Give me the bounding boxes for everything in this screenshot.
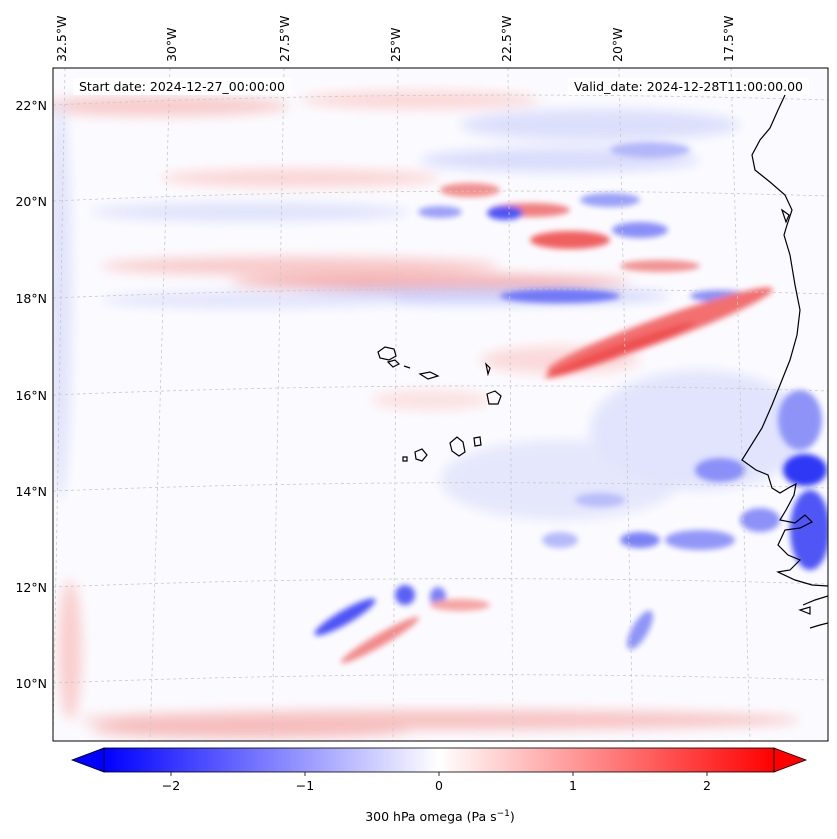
lat-label: 14°N	[15, 484, 47, 499]
colorbar-tick-label: −1	[296, 778, 314, 793]
latitude-labels: 22°N 20°N 18°N 16°N 14°N 12°N 10°N	[15, 98, 47, 691]
valid-date-label: Valid_date: 2024-12-28T11:00:00.00	[567, 78, 809, 95]
colorbar-tick-label: 2	[703, 778, 711, 793]
colorbar-extend-low	[70, 747, 105, 773]
lon-label: 20°W	[610, 27, 625, 62]
lat-label: 20°N	[15, 194, 47, 209]
colorbar-label: 300 hPa omega (Pa s−1)	[365, 809, 515, 824]
colorbar-tick-label: −2	[162, 778, 180, 793]
lat-label: 10°N	[15, 676, 47, 691]
colorbar-tick-label: 1	[569, 778, 577, 793]
lat-label: 18°N	[15, 291, 47, 306]
gridlines	[53, 68, 828, 741]
map-frame	[52, 67, 829, 742]
coastline	[741, 94, 828, 629]
colorbar-extend-high	[773, 747, 808, 773]
lon-label: 32.5°W	[54, 16, 69, 62]
lon-label: 22.5°W	[499, 16, 514, 62]
colorbar-tick-label: 0	[435, 778, 443, 793]
lon-label: 30°W	[164, 27, 179, 62]
lon-label: 27.5°W	[277, 16, 292, 62]
longitude-labels: 32.5°W 30°W 27.5°W 25°W 22.5°W 20°W 17.5…	[54, 16, 736, 62]
lat-label: 12°N	[15, 580, 47, 595]
lon-label: 17.5°W	[721, 16, 736, 62]
lon-label: 25°W	[388, 27, 403, 62]
colorbar-gradient	[104, 748, 774, 772]
start-date-label: Start date: 2024-12-27_00:00:00	[73, 78, 291, 95]
omega-field	[53, 91, 828, 738]
cape-verde-islands	[377, 346, 502, 462]
colorbar: −2 −1 0 1 2 300 hPa omega (Pa s−1)	[70, 747, 808, 824]
lat-label: 22°N	[15, 98, 47, 113]
lat-label: 16°N	[15, 388, 47, 403]
